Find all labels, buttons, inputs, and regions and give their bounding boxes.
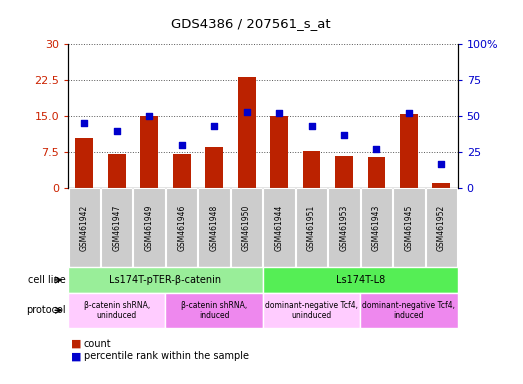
Point bbox=[210, 123, 218, 129]
Text: GSM461944: GSM461944 bbox=[275, 204, 283, 251]
Point bbox=[112, 127, 121, 134]
Text: GSM461945: GSM461945 bbox=[404, 204, 413, 251]
Point bbox=[405, 110, 413, 116]
Bar bbox=[400, 114, 418, 188]
Point bbox=[437, 161, 446, 167]
Point bbox=[340, 132, 348, 138]
Point bbox=[372, 146, 381, 152]
Text: GSM461952: GSM461952 bbox=[437, 204, 446, 251]
Text: GSM461950: GSM461950 bbox=[242, 204, 251, 251]
Bar bbox=[237, 77, 256, 188]
Text: GSM461951: GSM461951 bbox=[307, 204, 316, 251]
Text: Ls174T-L8: Ls174T-L8 bbox=[336, 275, 385, 285]
Point bbox=[308, 123, 316, 129]
Text: ■: ■ bbox=[71, 339, 81, 349]
Bar bbox=[173, 154, 190, 188]
Text: β-catenin shRNA,
uninduced: β-catenin shRNA, uninduced bbox=[84, 301, 150, 320]
Text: GSM461942: GSM461942 bbox=[79, 204, 89, 251]
Text: GDS4386 / 207561_s_at: GDS4386 / 207561_s_at bbox=[171, 17, 331, 30]
Bar bbox=[270, 116, 288, 188]
Text: GSM461949: GSM461949 bbox=[145, 204, 154, 251]
Text: ■: ■ bbox=[71, 351, 81, 361]
Text: GSM461948: GSM461948 bbox=[210, 204, 219, 251]
Text: dominant-negative Tcf4,
induced: dominant-negative Tcf4, induced bbox=[362, 301, 456, 320]
Bar bbox=[335, 156, 353, 188]
Text: GSM461946: GSM461946 bbox=[177, 204, 186, 251]
Bar bbox=[140, 116, 158, 188]
Bar bbox=[75, 138, 93, 188]
Text: count: count bbox=[84, 339, 111, 349]
Text: cell line: cell line bbox=[28, 275, 65, 285]
Bar bbox=[368, 157, 385, 188]
Bar bbox=[108, 154, 126, 188]
Point bbox=[80, 120, 88, 126]
Bar bbox=[303, 151, 321, 188]
Point bbox=[242, 109, 251, 115]
Text: dominant-negative Tcf4,
uninduced: dominant-negative Tcf4, uninduced bbox=[265, 301, 358, 320]
Text: GSM461953: GSM461953 bbox=[339, 204, 348, 251]
Point bbox=[177, 142, 186, 148]
Text: GSM461943: GSM461943 bbox=[372, 204, 381, 251]
Bar bbox=[433, 184, 450, 188]
Text: β-catenin shRNA,
induced: β-catenin shRNA, induced bbox=[181, 301, 247, 320]
Text: Ls174T-pTER-β-catenin: Ls174T-pTER-β-catenin bbox=[109, 275, 221, 285]
Text: GSM461947: GSM461947 bbox=[112, 204, 121, 251]
Point bbox=[145, 113, 153, 119]
Point bbox=[275, 110, 283, 116]
Text: protocol: protocol bbox=[26, 305, 65, 315]
Bar bbox=[205, 147, 223, 188]
Text: percentile rank within the sample: percentile rank within the sample bbox=[84, 351, 248, 361]
